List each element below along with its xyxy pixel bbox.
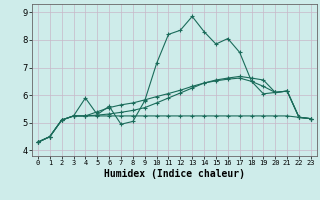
X-axis label: Humidex (Indice chaleur): Humidex (Indice chaleur) xyxy=(104,169,245,179)
